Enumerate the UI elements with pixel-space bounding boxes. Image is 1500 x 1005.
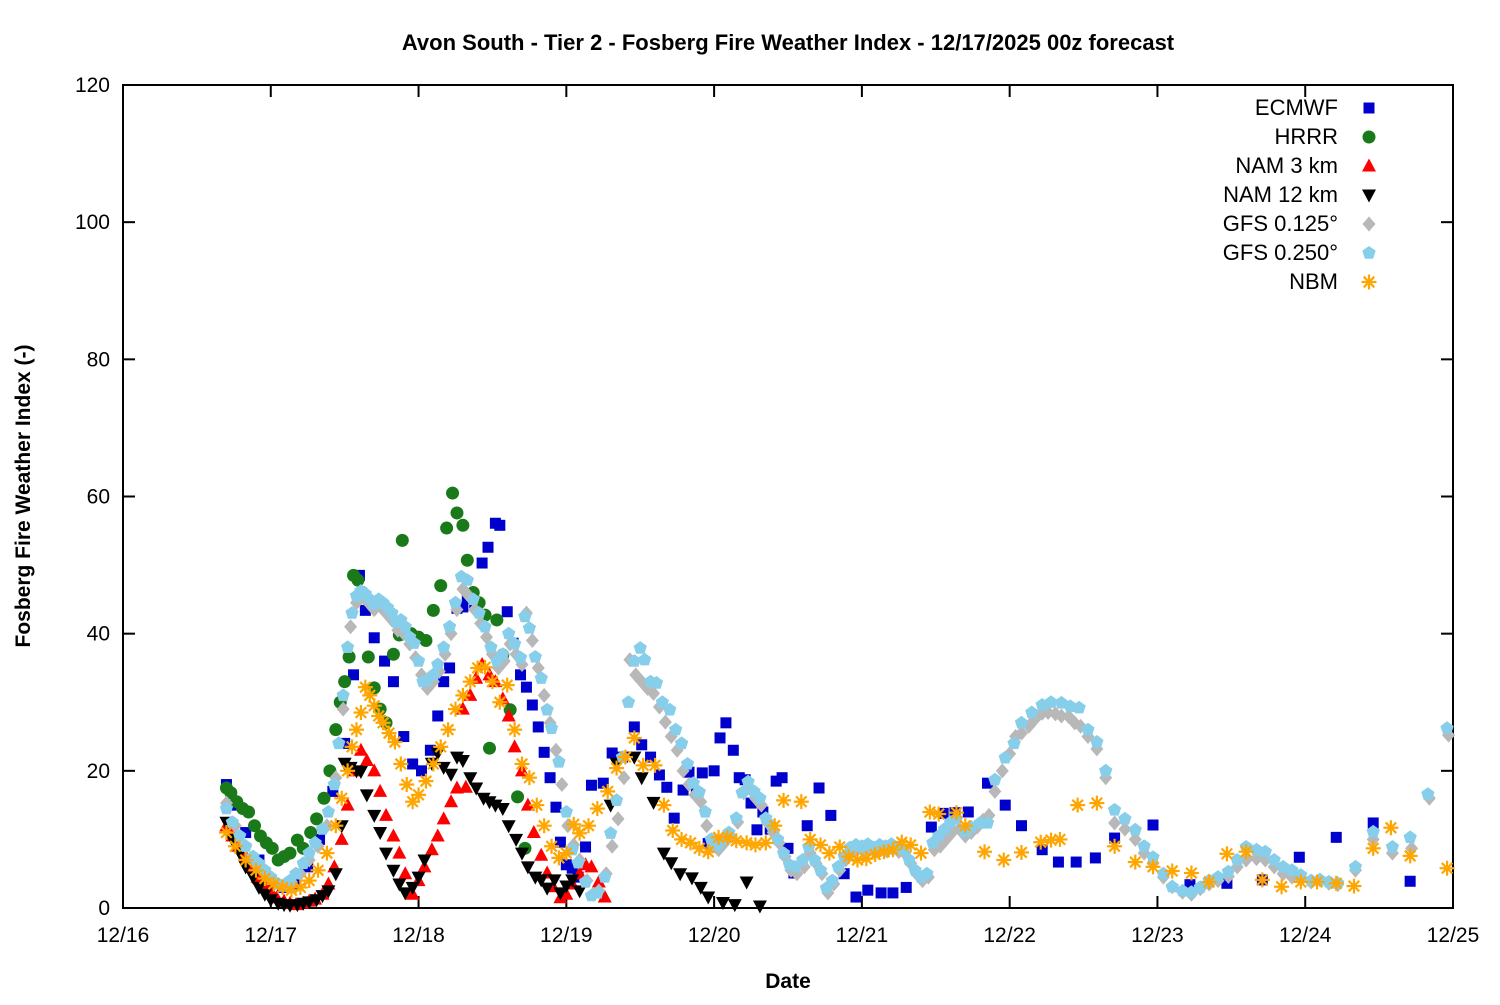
series-nam-12-km (219, 747, 767, 914)
x-tick-label: 12/16 (97, 924, 150, 947)
x-tick-label: 12/21 (836, 924, 889, 947)
legend-item-nbm: NBM (1289, 269, 1377, 294)
legend-label: ECMWF (1255, 95, 1338, 120)
x-tick-label: 12/19 (540, 924, 593, 947)
legend-item-gfs-0-125-: GFS 0.125° (1223, 211, 1376, 236)
x-tick-label: 12/20 (688, 924, 741, 947)
legend: ECMWF HRRR NAM 3 km NAM 12 km GFS 0.125° GFS … (1223, 95, 1377, 294)
x-tick-label: 12/22 (983, 924, 1036, 947)
y-tick-label: 40 (87, 623, 110, 646)
x-tick-label: 12/18 (392, 924, 445, 947)
legend-label: GFS 0.125° (1223, 211, 1338, 236)
legend-label: NAM 3 km (1235, 153, 1338, 178)
x-tick-label: 12/23 (1131, 924, 1184, 947)
legend-label: NBM (1289, 269, 1338, 294)
chart-title: Avon South - Tier 2 - Fosberg Fire Weath… (402, 30, 1175, 55)
x-tick-label: 12/17 (244, 924, 297, 947)
legend-item-hrrr: HRRR (1274, 124, 1376, 149)
legend-label: NAM 12 km (1223, 182, 1338, 207)
series-layer (218, 486, 1456, 914)
legend-label: GFS 0.250° (1223, 240, 1338, 265)
y-tick-label: 100 (75, 211, 110, 234)
legend-item-nam-12-km: NAM 12 km (1223, 182, 1376, 207)
series-ecmwf (220, 517, 1416, 903)
y-axis-label: Fosberg Fire Weather Index (-) (12, 345, 35, 648)
legend-item-gfs-0-250-: GFS 0.250° (1223, 240, 1376, 265)
legend-item-nam-3-km: NAM 3 km (1235, 153, 1376, 178)
series-nbm (218, 659, 1455, 898)
y-tick-label: 120 (75, 74, 110, 97)
y-tick-label: 0 (98, 897, 110, 920)
plot-border (122, 84, 1454, 909)
x-tick-label: 12/24 (1279, 924, 1332, 947)
y-tick-label: 20 (87, 760, 110, 783)
y-tick-label: 60 (87, 486, 110, 509)
x-axis-label: Date (765, 970, 811, 993)
x-tick-label: 12/25 (1427, 924, 1480, 947)
y-tick-label: 80 (87, 348, 110, 371)
legend-item-ecmwf: ECMWF (1255, 95, 1375, 120)
legend-label: HRRR (1274, 124, 1338, 149)
plot-frame: 12/16 12/17 12/18 12/19 12/20 12/21 12/22 12/23… (75, 74, 1479, 947)
